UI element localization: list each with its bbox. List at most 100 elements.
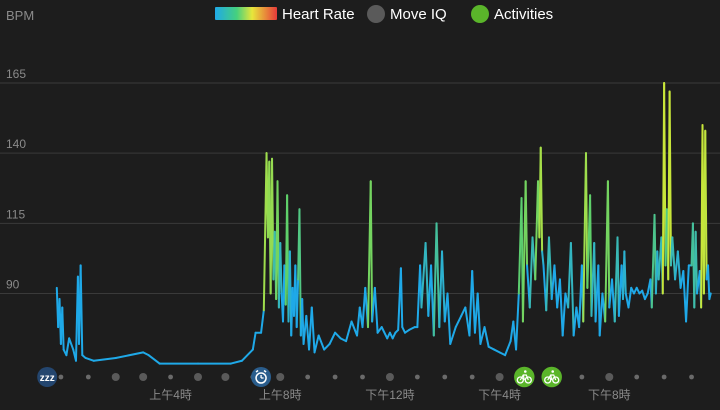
hour-dot [634,374,640,380]
legend-activities-swatch [471,5,489,23]
heart-rate-segment [391,331,397,340]
heart-rate-segment [147,354,161,365]
hour-dot [442,374,448,380]
hour-dot [168,374,173,380]
hour-dot [579,374,585,380]
x-tick-label: 上午4時 [149,388,192,402]
heart-rate-segment [569,241,575,337]
heart-rate-segment [334,331,342,340]
heart-rate-segment [528,236,534,309]
heart-rate-segment [668,90,672,267]
heart-rate-segment [420,241,427,309]
heart-rate-segment [623,250,627,295]
heart-rate-segment [643,292,649,301]
heart-rate-segment [694,230,699,295]
heart-rate-segment [685,264,690,323]
sleep-icon[interactable]: zzz [37,367,58,387]
move-iq-dot[interactable] [495,373,504,381]
hour-dot [661,374,667,380]
heart-rate-segment [493,348,501,354]
move-iq-dot[interactable] [194,373,202,381]
heart-rate-segment [339,337,348,343]
heart-rate-segment [487,345,496,351]
marker-layer: zzz [37,365,564,389]
x-axis: 上午4時 上午8時 下午12時 下午4時 下午8時 [58,373,694,402]
y-tick-label: 140 [6,137,26,151]
heart-rate-segment [515,292,520,351]
heart-rate-segment [114,351,145,359]
move-iq-dot[interactable] [139,373,148,381]
heart-rate-segment [79,264,84,357]
grid-layer: 90 115 140 165 [0,67,720,294]
heart-rate-segment [476,292,482,345]
heart-rate-segment [441,250,446,323]
move-iq-dot[interactable] [605,373,614,381]
legend: Heart Rate Move IQ Activities [215,5,553,23]
legend-heart-rate-swatch [215,7,277,20]
heart-rate-segment [142,351,150,357]
heart-rate-segment [446,292,452,345]
heart-rate-segment [479,326,486,345]
move-iq-dot[interactable] [385,373,394,381]
heart-rate-segment [369,180,374,323]
heart-rate-segment [408,326,416,331]
move-iq-dot[interactable] [221,373,230,381]
heart-rate-segment [671,236,677,281]
hour-dot [305,374,311,380]
sleep-icon-text: zzz [40,373,55,384]
heart-rate-segment [572,306,578,337]
heart-rate-segment [483,326,490,348]
x-tick-label: 上午8時 [259,388,302,402]
heart-rate-segment [676,250,682,289]
heart-rate-segment [449,326,457,345]
heart-rate-segment [435,222,441,329]
legend-heart-rate-label: Heart Rate [282,6,355,23]
alarm-clock-icon[interactable] [251,367,272,387]
hour-dot [689,374,694,380]
heart-rate-segment [65,337,71,357]
x-tick-label: 下午12時 [365,388,414,402]
heart-rate-segment [373,286,379,334]
heart-rate-segment [68,337,75,351]
heart-rate-segment [504,340,512,357]
line-layer [55,82,712,365]
heart-rate-segment [401,326,407,334]
heart-rate-segment [298,208,302,337]
heart-rate-segment [84,356,95,362]
y-tick-label: 90 [6,277,20,291]
cycling-activity-icon[interactable] [512,365,537,389]
legend-move-iq-label: Move IQ [390,6,447,23]
cycling-activity-icon[interactable] [539,365,564,389]
heart-rate-segment [553,264,559,309]
move-iq-dot[interactable] [276,373,285,381]
heart-rate-segment [317,334,326,351]
x-tick-label: 下午8時 [588,388,631,402]
move-iq-dot[interactable] [111,373,120,381]
heart-rate-segment [240,348,254,362]
heart-rate-segment [547,236,553,301]
heart-rate-segment [704,129,708,281]
heart-rate-segment [454,314,463,329]
heart-rate-segment [539,146,544,253]
heart-rate-segment [356,306,361,337]
heart-rate-segment [424,241,430,317]
heart-rate-segment [498,351,507,357]
hour-dot [85,374,91,380]
hour-dot [332,374,338,380]
heart-rate-segment [313,334,320,354]
heart-rate-segment [345,320,353,343]
heart-rate-segment [323,342,331,351]
heart-rate-segment [350,320,359,337]
heart-rate-segment [251,331,257,351]
heart-rate-segment [641,289,646,301]
x-tick-label: 下午4時 [478,388,521,402]
hour-dot [360,374,365,380]
heart-rate-segment [707,264,711,301]
y-tick-label: 115 [6,207,25,221]
y-tick-label: 165 [6,67,26,81]
heart-rate-segment [376,326,383,334]
heart-rate-segment [279,241,283,295]
legend-activities-label: Activities [494,6,553,23]
